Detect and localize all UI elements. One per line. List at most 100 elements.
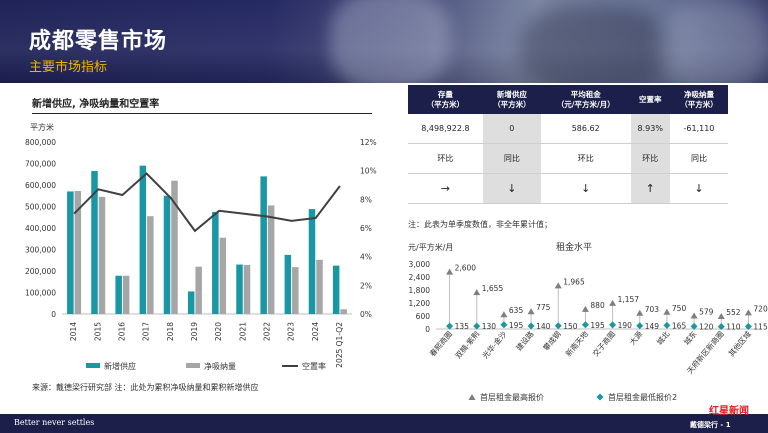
supply-bar: [91, 171, 98, 314]
y-tick-label: 2,400: [409, 273, 431, 282]
supply-bar: [187, 291, 195, 314]
absorption-bar: [243, 264, 251, 314]
page-subtitle: 主要市场指标: [29, 60, 108, 75]
banner-shade: [0, 0, 768, 83]
low-rent-label: 150: [563, 322, 578, 331]
high-rent-marker: [527, 308, 535, 315]
low-rent-label: 135: [455, 322, 470, 331]
low-rent-label: 190: [618, 321, 633, 330]
table-cell: 环比: [540, 143, 631, 174]
trend-arrow-icon: ↓: [482, 173, 541, 204]
x-tick-label: 其他区域: [726, 328, 753, 358]
y-tick-label: 200,000: [25, 267, 56, 276]
x-tick-label: 2020: [214, 322, 223, 341]
supply-bar: [332, 265, 340, 314]
high-rent-label: 1,157: [618, 295, 640, 304]
low-rent-label: 115: [753, 323, 768, 332]
table-row: → ↓ ↓ ↑ ↓: [408, 173, 728, 204]
low-rent-label: 110: [726, 323, 741, 332]
high-rent-marker: [446, 268, 454, 275]
table-header-row: 存量 （平方米） 新增供应 （平方米） 平均租金 （元/平方米/月） 空置率 净吸纳量…: [408, 85, 728, 114]
high-rent-label: 1,655: [482, 284, 504, 293]
low-rent-marker: [473, 322, 481, 330]
table-cell: 586.62: [540, 114, 631, 144]
legend-label-high: 首层租金最高报价: [480, 392, 544, 402]
absorption-bar: [267, 205, 275, 314]
page-title: 成都零售市场: [29, 29, 168, 54]
chart-heading-rule: [32, 113, 372, 114]
x-tick-label: 城东: [681, 328, 699, 346]
high-rent-label: 750: [672, 304, 687, 313]
low-rent-marker: [636, 322, 644, 330]
table-header-text: 净吸纳量: [683, 89, 714, 99]
x-tick-label: 新南天地: [563, 328, 590, 358]
trend-arrow-icon: ↓: [540, 173, 631, 204]
table-cell: 8.93%: [630, 114, 670, 144]
high-rent-label: 1,965: [563, 277, 585, 286]
supply-bar: [163, 195, 171, 314]
key-metrics-table: 存量 （平方米） 新增供应 （平方米） 平均租金 （元/平方米/月） 空置率 净吸纳量…: [408, 85, 728, 204]
table-header-text: （元/平方米/月）: [556, 99, 615, 109]
low-rent-label: 140: [536, 322, 551, 331]
high-rent-marker: [717, 313, 725, 320]
source-note: 来源：戴德梁行研究部 注：此处为累积净吸纳量和累积新增供应: [32, 383, 259, 392]
y2-tick-label: 2%: [360, 281, 372, 290]
x-tick-label: 交子商圈: [590, 329, 617, 358]
absorption-bar: [122, 275, 130, 314]
high-rent-marker: [554, 282, 562, 289]
rent-level-chart: 元/平方米/月 租金水平 0 600 1,200 1,800 2,400 3,000 2,600…: [408, 241, 768, 402]
x-tick-label: 建设路: [513, 328, 535, 352]
y2-tick-label: 0%: [360, 310, 372, 319]
x-tick-label: 2022: [262, 322, 271, 341]
low-rent-marker: [554, 322, 562, 330]
x-tick-label: 2018: [166, 322, 175, 341]
high-rent-marker: [609, 299, 617, 306]
low-rent-label: 149: [645, 322, 660, 331]
x-tick-label: 光华-金沙: [480, 328, 509, 360]
high-rent-marker: [744, 309, 752, 316]
table-header: 净吸纳量 （平方米）: [669, 85, 728, 114]
header-banner: [0, 0, 768, 83]
table-header-text: 平均租金: [570, 89, 601, 99]
high-rent-label: 880: [590, 301, 605, 310]
x-tick-label: 春熙商圈: [427, 329, 454, 358]
low-rent-marker: [717, 323, 725, 331]
table-row: 环比 同比 环比 环比 同比: [408, 143, 728, 174]
footer-page-label: 戴德梁行 - 1: [690, 421, 731, 429]
watermark-logo: 红星新闻: [709, 406, 749, 417]
table-header-text: 空置率: [639, 94, 662, 104]
high-rent-marker: [500, 311, 508, 318]
low-rent-marker: [663, 321, 671, 329]
supply-bar: [236, 264, 243, 314]
y-tick-label: 0: [425, 325, 430, 334]
x-tick-label: 大源: [627, 328, 645, 346]
table-cell: 同比: [482, 143, 541, 174]
supply-bar: [308, 209, 316, 314]
trend-arrow-icon: →: [408, 173, 483, 204]
table-header-text: （平方米）: [426, 99, 465, 109]
table-note: 注：此表为单季度数值，非全年累计值；: [408, 220, 552, 229]
legend-swatch-low: [596, 393, 604, 401]
table-header-text: （平方米）: [493, 99, 531, 109]
y-axis-unit-label: 元/平方米/月: [408, 242, 453, 252]
y-tick-label: 700,000: [25, 160, 56, 169]
y2-tick-label: 12%: [360, 138, 377, 147]
low-rent-label: 130: [482, 322, 497, 331]
table-row: 8,498,922.8 0 586.62 8.93% -61,110: [408, 114, 728, 144]
x-tick-label: 2021: [238, 322, 247, 341]
x-tick-label: 2016: [117, 322, 126, 341]
y2-tick-label: 8%: [360, 195, 372, 204]
x-tick-label: 2023: [287, 322, 296, 341]
vacancy-rate-line: [73, 172, 341, 233]
y-tick-label: 600,000: [25, 181, 56, 190]
banner-photo-blur: [520, 5, 670, 83]
low-rent-marker: [609, 321, 617, 329]
trend-arrow-icon: ↓: [669, 173, 728, 204]
high-rent-label: 579: [699, 307, 714, 316]
supply-bar: [115, 275, 122, 314]
high-rent-marker: [663, 308, 671, 315]
table-cell: 环比: [408, 143, 483, 174]
low-rent-label: 195: [509, 321, 524, 330]
chart-heading: 新增供应, 净吸纳量和空置率: [32, 99, 160, 110]
table-header: 新增供应 （平方米）: [482, 85, 541, 114]
